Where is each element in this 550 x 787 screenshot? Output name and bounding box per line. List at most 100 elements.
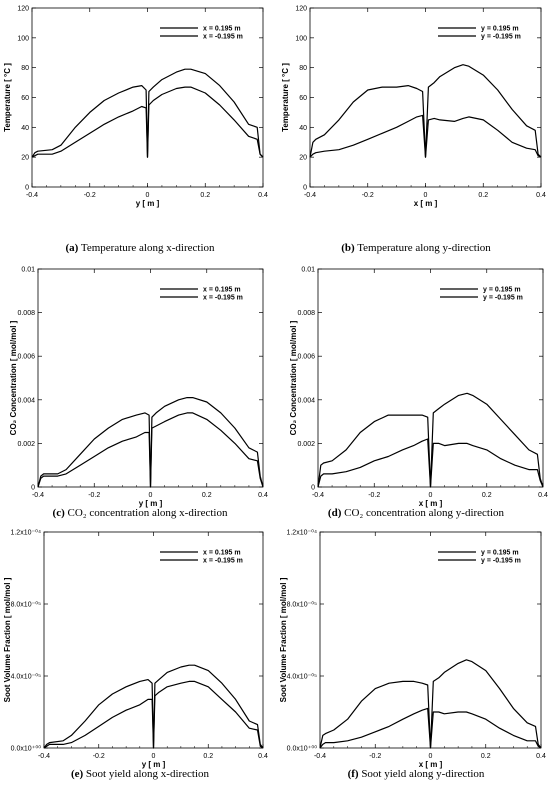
x-tick-label: 0.4	[258, 753, 268, 760]
y-tick-label: 4.0x10⁻⁰⁵	[287, 673, 318, 681]
y-tick-label: 80	[21, 65, 29, 72]
x-tick-label: -0.2	[93, 753, 105, 760]
y-tick-label: 0.004	[297, 397, 315, 404]
x-tick-label: -0.4	[312, 492, 324, 499]
legend-entry: x = 0.195 m	[203, 550, 241, 557]
panel-caption: (a) Temperature along x-direction	[66, 242, 215, 254]
y-tick-label: 120	[295, 6, 307, 13]
x-tick-label: -0.2	[369, 753, 381, 760]
caption-label: (f)	[348, 768, 359, 780]
x-tick-label: 0.4	[536, 753, 546, 760]
x-tick-label: 0.2	[200, 192, 210, 199]
x-tick-label: 0.2	[481, 753, 491, 760]
legend-entry: x = 0.195 m	[203, 287, 241, 294]
y-axis-label: Soot Volume Fraction [ mol/mol ]	[279, 577, 288, 702]
caption-text: CO₂ concentration along x-direction	[65, 507, 228, 519]
legend-entry: y = -0.195 m	[481, 34, 521, 41]
series-line-2	[317, 438, 544, 488]
legend-entry: y = 0.195 m	[483, 287, 521, 294]
x-tick-label: -0.2	[84, 192, 96, 199]
x-tick-label: -0.4	[32, 492, 44, 499]
y-tick-label: 0.0x10⁺⁰⁰	[287, 745, 318, 753]
x-tick-label: -0.4	[38, 753, 50, 760]
panel-5: -0.4 -0.2 0 0.2 0.4 0.0x10⁺⁰⁰ 4.0x10⁻⁰⁵ 8.0x10⁻…	[3, 529, 268, 781]
y-tick-label: 120	[17, 6, 29, 13]
x-tick-label: 0	[146, 192, 150, 199]
series-line-2	[319, 707, 542, 749]
y-tick-label: 0.002	[17, 441, 35, 448]
series-line-2	[31, 86, 264, 158]
x-axis-label: y [ m ]	[139, 499, 163, 508]
x-tick-label: 0.2	[478, 192, 488, 199]
y-axis-label: Soot Volume Fraction [ mol/mol ]	[3, 577, 12, 702]
x-tick-label: -0.4	[26, 192, 38, 199]
panel-4: -0.4 -0.2 0 0.2 0.4 0 0.002 0.004 0.006 0.008 0.01…	[289, 267, 548, 520]
y-axis-label: Temperature [ °C ]	[281, 63, 290, 132]
series-line-1	[317, 392, 544, 488]
legend-entry: y = -0.195 m	[481, 558, 521, 565]
legend-entry: y = 0.195 m	[481, 26, 519, 33]
caption-label: (c)	[53, 507, 66, 519]
y-tick-label: 0	[31, 485, 35, 492]
y-tick-label: 0	[303, 185, 307, 192]
caption-label: (a)	[66, 242, 79, 254]
x-tick-label: 0.4	[536, 192, 546, 199]
plot-frame	[37, 268, 264, 488]
caption-text: Soot yield along x-direction	[83, 768, 209, 780]
y-tick-label: 80	[299, 65, 307, 72]
x-tick-label: 0.2	[202, 492, 212, 499]
y-tick-label: 4.0x10⁻⁰⁵	[11, 673, 42, 681]
caption-text: Temperature along x-direction	[78, 242, 215, 254]
y-tick-label: 0.002	[297, 441, 315, 448]
y-tick-label: 20	[299, 155, 307, 162]
panel-caption: (b) Temperature along y-direction	[341, 242, 491, 254]
x-tick-label: 0.4	[258, 492, 268, 499]
y-tick-label: 0	[25, 185, 29, 192]
x-tick-label: -0.2	[88, 492, 100, 499]
caption-label: (e)	[71, 768, 84, 780]
panel-6: -0.4 -0.2 0 0.2 0.4 0.0x10⁺⁰⁰ 4.0x10⁻⁰⁵ 8.0x10⁻…	[279, 529, 546, 781]
x-tick-label: 0	[152, 753, 156, 760]
y-tick-label: 8.0x10⁻⁰⁵	[287, 601, 318, 609]
x-tick-label: 0	[149, 492, 153, 499]
panel-3: -0.4 -0.2 0 0.2 0.4 0 0.002 0.004 0.006 0.008 0.01…	[9, 267, 268, 520]
series-line-2	[43, 680, 264, 749]
x-axis-label: x [ m ]	[419, 499, 443, 508]
panel-caption: (e) Soot yield along x-direction	[71, 768, 210, 780]
legend-entry: x = 0.195 m	[203, 26, 241, 33]
y-tick-label: 0.0x10⁺⁰⁰	[11, 745, 42, 753]
caption-text: Temperature along y-direction	[355, 242, 492, 254]
x-axis-label: x [ m ]	[419, 760, 443, 769]
x-tick-label: 0.2	[482, 492, 492, 499]
x-tick-label: -0.2	[368, 492, 380, 499]
series-line-2	[309, 114, 542, 158]
legend-entry: x = -0.195 m	[203, 34, 243, 41]
y-axis-label: CO₂ Concentration [ mol/mol ]	[9, 320, 18, 435]
x-tick-label: 0	[429, 753, 433, 760]
y-tick-label: 1.2x10⁻⁰⁴	[286, 529, 317, 537]
plot-frame	[317, 268, 544, 488]
caption-text: Soot yield along y-direction	[359, 768, 485, 780]
y-tick-label: 1.2x10⁻⁰⁴	[10, 529, 41, 537]
legend-entry: x = -0.195 m	[203, 295, 243, 302]
x-tick-label: -0.4	[304, 192, 316, 199]
y-tick-label: 20	[21, 155, 29, 162]
x-tick-label: 0.4	[258, 192, 268, 199]
y-tick-label: 0.008	[297, 310, 315, 317]
caption-label: (d)	[328, 507, 342, 519]
x-axis-label: y [ m ]	[142, 760, 166, 769]
x-tick-label: -0.4	[314, 753, 326, 760]
y-tick-label: 0.01	[21, 267, 35, 274]
y-tick-label: 40	[21, 125, 29, 132]
x-tick-label: 0	[424, 192, 428, 199]
y-tick-label: 0.006	[297, 354, 315, 361]
legend-entry: y = 0.195 m	[481, 550, 519, 557]
legend-entry: x = -0.195 m	[203, 558, 243, 565]
y-axis-label: CO₂ Concentration [ mol/mol ]	[289, 320, 298, 435]
y-tick-label: 60	[21, 95, 29, 102]
x-axis-label: y [ m ]	[136, 199, 160, 208]
x-tick-label: -0.2	[362, 192, 374, 199]
y-axis-label: Temperature [ °C ]	[3, 63, 12, 132]
x-axis-label: x [ m ]	[414, 199, 438, 208]
